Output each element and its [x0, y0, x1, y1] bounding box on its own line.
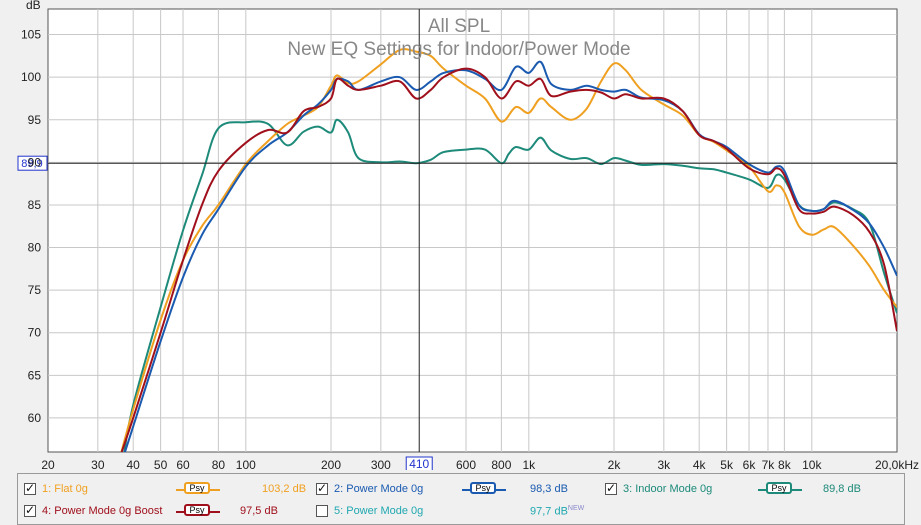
series-line-3[interactable] — [123, 118, 897, 457]
legend-label-1: 1: Flat 0g — [42, 483, 88, 495]
legend-label-3: 3: Indoor Mode 0g — [623, 483, 713, 495]
x-tick-label: 20 — [41, 458, 55, 470]
y-tick-label: 75 — [28, 283, 42, 297]
y-tick-label: 95 — [28, 113, 42, 127]
legend-label-2: 2: Power Mode 0g — [334, 483, 424, 495]
legend-value-4: 97,5 dB — [240, 505, 278, 517]
y-tick-label: 105 — [21, 28, 41, 42]
legend-label-4: 4: Power Mode 0g Boost — [42, 505, 163, 517]
legend-checkbox-5[interactable] — [316, 505, 328, 517]
legend-item-3[interactable]: 3: Indoor Mode 0g — [605, 478, 712, 500]
cursor-y-readout: 89,9 — [21, 158, 42, 170]
x-tick-label: 600 — [456, 458, 476, 470]
legend-checkbox-2[interactable] — [316, 481, 328, 495]
chart-area[interactable]: 410 89,9 20 30 40 50 60 80 100 200 300 600 800 1k 2k 3… — [0, 0, 921, 472]
legend-value-5: 97,7 dBNEW — [530, 505, 584, 518]
y-tick-label: 90 — [28, 155, 42, 169]
series-line-1[interactable] — [120, 48, 897, 456]
y-tick-label: 60 — [28, 411, 42, 425]
y-tick-label: 80 — [28, 241, 42, 255]
legend-item-1[interactable]: 1: Flat 0g — [24, 478, 88, 500]
x-tick-label: 100 — [236, 458, 256, 470]
psy-label-4: Psy — [184, 504, 210, 516]
grid — [48, 9, 897, 452]
series-layer — [120, 48, 897, 457]
x-tick-label: 5k — [720, 458, 734, 470]
legend-checkbox-4[interactable] — [24, 503, 36, 517]
x-tick-label: 8k — [778, 458, 792, 470]
psy-label-1: Psy — [184, 482, 210, 494]
legend-item-5[interactable]: 5: Power Mode 0g — [316, 500, 423, 522]
y-tick-label: 65 — [28, 368, 42, 382]
y-tick-label: 100 — [21, 70, 41, 84]
x-tick-label: 4k — [693, 458, 707, 470]
psy-button-3[interactable]: Psy — [758, 482, 802, 496]
x-tick-label: 30 — [91, 458, 105, 470]
x-tick-label: 40 — [127, 458, 141, 470]
psy-button-4[interactable]: Psy — [176, 504, 220, 518]
psy-button-1[interactable]: Psy — [176, 482, 220, 496]
chart-title: All SPL — [428, 16, 490, 37]
legend-panel: 1: Flat 0g Psy 103,2 dB 2: Power Mode 0g… — [17, 473, 905, 525]
x-tick-label: 10k — [802, 458, 822, 470]
legend-value-2: 98,3 dB — [530, 483, 568, 495]
spl-chart[interactable]: 410 89,9 20 30 40 50 60 80 100 200 300 600 800 1k 2k 3… — [0, 0, 921, 472]
plot-background — [47, 8, 898, 453]
x-tick-label: 50 — [154, 458, 168, 470]
legend-checkbox-1[interactable] — [24, 481, 36, 495]
chart-subtitle: New EQ Settings for Indoor/Power Mode — [287, 39, 630, 60]
x-tick-label: 6k — [743, 458, 757, 470]
x-tick-label: 20,0kHz — [875, 458, 919, 470]
x-tick-label: 7k — [762, 458, 776, 470]
y-axis-label: dB — [26, 0, 41, 12]
psy-label-3: Psy — [766, 482, 792, 494]
legend-checkbox-3[interactable] — [605, 481, 617, 495]
axis-labels: 20 30 40 50 60 80 100 200 300 600 800 1k 2k 3k 4k 5k 6k 7… — [21, 28, 919, 472]
legend-item-4[interactable]: 4: Power Mode 0g Boost — [24, 500, 162, 522]
x-tick-label: 200 — [321, 458, 341, 470]
cursor-y-readout-box — [17, 155, 48, 171]
x-tick-label: 2k — [608, 458, 622, 470]
legend-value-5-text: 97,7 dB — [530, 505, 568, 518]
x-tick-label: 80 — [212, 458, 226, 470]
psy-button-2[interactable]: Psy — [462, 482, 506, 496]
x-tick-label: 300 — [371, 458, 391, 470]
x-tick-label: 3k — [657, 458, 671, 470]
x-tick-label: 60 — [176, 458, 190, 470]
x-tick-label: 800 — [491, 458, 511, 470]
legend-label-5: 5: Power Mode 0g — [334, 505, 424, 517]
x-tick-label: 1k — [522, 458, 536, 470]
legend-value-1: 103,2 dB — [262, 483, 307, 495]
y-tick-label: 85 — [28, 198, 42, 212]
y-tick-label: 70 — [28, 326, 42, 340]
cursor-x-readout: 410 — [409, 457, 429, 470]
series-line-4[interactable] — [120, 67, 897, 457]
legend-value-3: 89,8 dB — [823, 483, 861, 495]
psy-label-2: Psy — [470, 482, 496, 494]
new-badge: NEW — [567, 505, 585, 512]
legend-item-2[interactable]: 2: Power Mode 0g — [316, 478, 423, 500]
